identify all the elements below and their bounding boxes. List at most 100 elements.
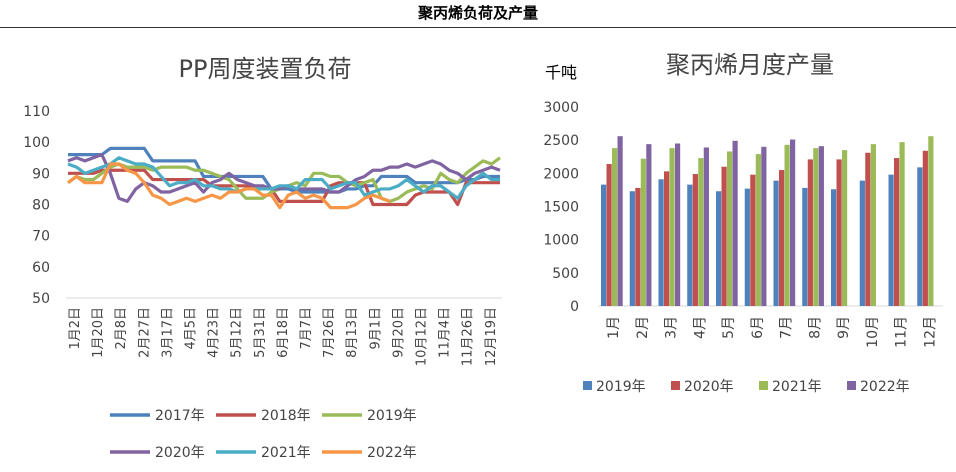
x-tick-label: 2月8日	[114, 307, 129, 350]
bar-2020年-3月	[664, 171, 670, 306]
bar-2019年-3月	[658, 179, 664, 306]
y-tick-label: 90	[32, 166, 50, 182]
bar-2021年-3月	[669, 148, 675, 306]
bar-2021年-7月	[784, 144, 790, 306]
legend-swatch	[847, 381, 856, 390]
x-tick-label: 4月23日	[207, 307, 222, 358]
bar-2021年-5月	[727, 151, 733, 306]
x-tick-label: 4月	[692, 316, 708, 339]
x-tick-label: 12月19日	[484, 307, 499, 366]
bar-2020年-8月	[807, 159, 813, 306]
y-tick-label: 0	[570, 299, 579, 315]
bar-2022年-4月	[703, 147, 709, 306]
x-tick-label: 4月5日	[184, 307, 199, 350]
x-tick-label: 5月31日	[253, 307, 268, 358]
legend-label: 2017年	[155, 408, 205, 424]
x-tick-label: 2月27日	[137, 307, 152, 358]
y-tick-label: 60	[32, 260, 50, 276]
x-tick-label: 7月	[779, 316, 795, 339]
bar-2019年-9月	[831, 189, 837, 306]
y-tick-label: 70	[32, 229, 50, 245]
bar-chart-title: 聚丙烯月度产量	[666, 51, 834, 79]
bar-2019年-10月	[859, 180, 865, 306]
bar-2022年-8月	[818, 146, 824, 306]
y-tick-label: 3000	[543, 100, 579, 116]
bar-2019年-8月	[802, 187, 808, 306]
bar-2019年-2月	[629, 191, 635, 306]
x-tick-label: 11月26日	[461, 307, 476, 366]
bar-2020年-5月	[721, 166, 727, 306]
x-tick-label: 1月	[606, 316, 622, 339]
bar-2019年-7月	[773, 180, 779, 306]
bar-2019年-1月	[601, 184, 607, 306]
bar-2021年-2月	[640, 158, 646, 306]
bar-2022年-5月	[732, 140, 738, 306]
bar-2022年-7月	[790, 139, 796, 306]
bar-2020年-6月	[750, 174, 756, 306]
x-tick-label: 1月20日	[91, 307, 106, 358]
bar-2019年-11月	[888, 174, 894, 306]
legend-label: 2019年	[367, 408, 417, 424]
x-tick-label: 11月	[894, 316, 910, 348]
legend-swatch	[671, 381, 680, 390]
y-tick-label: 2000	[543, 166, 579, 182]
y-tick-label: 1000	[543, 233, 579, 249]
page-title: 聚丙烯负荷及产量	[417, 4, 538, 22]
line-chart-title: PP周度装置负荷	[179, 55, 352, 83]
x-tick-label: 1月2日	[68, 307, 83, 350]
legend-swatch	[759, 381, 768, 390]
legend-label: 2020年	[155, 445, 205, 461]
series-line-2021年	[67, 156, 500, 200]
y-tick-label: 50	[32, 291, 50, 307]
x-tick-label: 9月20日	[391, 307, 406, 358]
bar-2019年-6月	[744, 188, 750, 306]
bar-2021年-8月	[813, 148, 819, 306]
bar-2020年-12月	[922, 150, 928, 306]
x-tick-label: 8月13日	[345, 307, 360, 358]
y-tick-label: 110	[23, 104, 50, 120]
x-tick-label: 9月1日	[368, 307, 383, 350]
legend-swatch	[583, 381, 592, 390]
bar-2020年-9月	[836, 159, 842, 306]
x-tick-label: 10月12日	[415, 307, 430, 366]
bar-2022年-3月	[675, 143, 681, 306]
x-tick-label: 3月17日	[160, 307, 175, 358]
bar-2021年-9月	[842, 150, 848, 306]
y-tick-label: 80	[32, 198, 50, 214]
legend-label: 2021年	[772, 379, 822, 395]
bar-2021年-1月	[612, 148, 618, 306]
x-tick-label: 11月4日	[438, 307, 453, 358]
legend-label: 2022年	[860, 379, 910, 395]
legend-label: 2018年	[261, 408, 311, 424]
bar-2020年-7月	[779, 170, 785, 306]
x-tick-label: 6月	[750, 316, 766, 339]
x-tick-label: 8月	[807, 316, 823, 339]
y-tick-label: 1500	[543, 200, 579, 216]
x-tick-label: 7月26日	[322, 307, 337, 358]
legend-label: 2019年	[596, 379, 646, 395]
x-tick-label: 3月	[664, 316, 680, 339]
title-divider	[0, 27, 956, 28]
legend-label: 2020年	[684, 379, 734, 395]
bar-2020年-2月	[635, 187, 641, 306]
legend-label: 2022年	[367, 445, 417, 461]
x-tick-label: 5月	[721, 316, 737, 339]
bar-2020年-10月	[865, 152, 871, 306]
x-tick-label: 2月	[635, 316, 651, 339]
y-axis-unit: 千吨	[545, 63, 577, 82]
bar-2019年-12月	[917, 167, 923, 306]
bar-2020年-11月	[894, 158, 900, 306]
bar-2022年-2月	[646, 144, 652, 306]
legend-label: 2021年	[261, 445, 311, 461]
bar-2021年-6月	[755, 154, 761, 306]
series-line-2022年	[67, 162, 391, 210]
bar-2019年-5月	[716, 191, 722, 306]
bar-2021年-10月	[870, 144, 876, 306]
bar-2020年-1月	[606, 164, 612, 306]
x-tick-label: 5月12日	[230, 307, 245, 358]
bar-2022年-6月	[761, 146, 767, 306]
x-tick-label: 9月	[836, 316, 852, 339]
bar-2019年-4月	[687, 184, 693, 306]
bar-2021年-12月	[928, 136, 934, 306]
